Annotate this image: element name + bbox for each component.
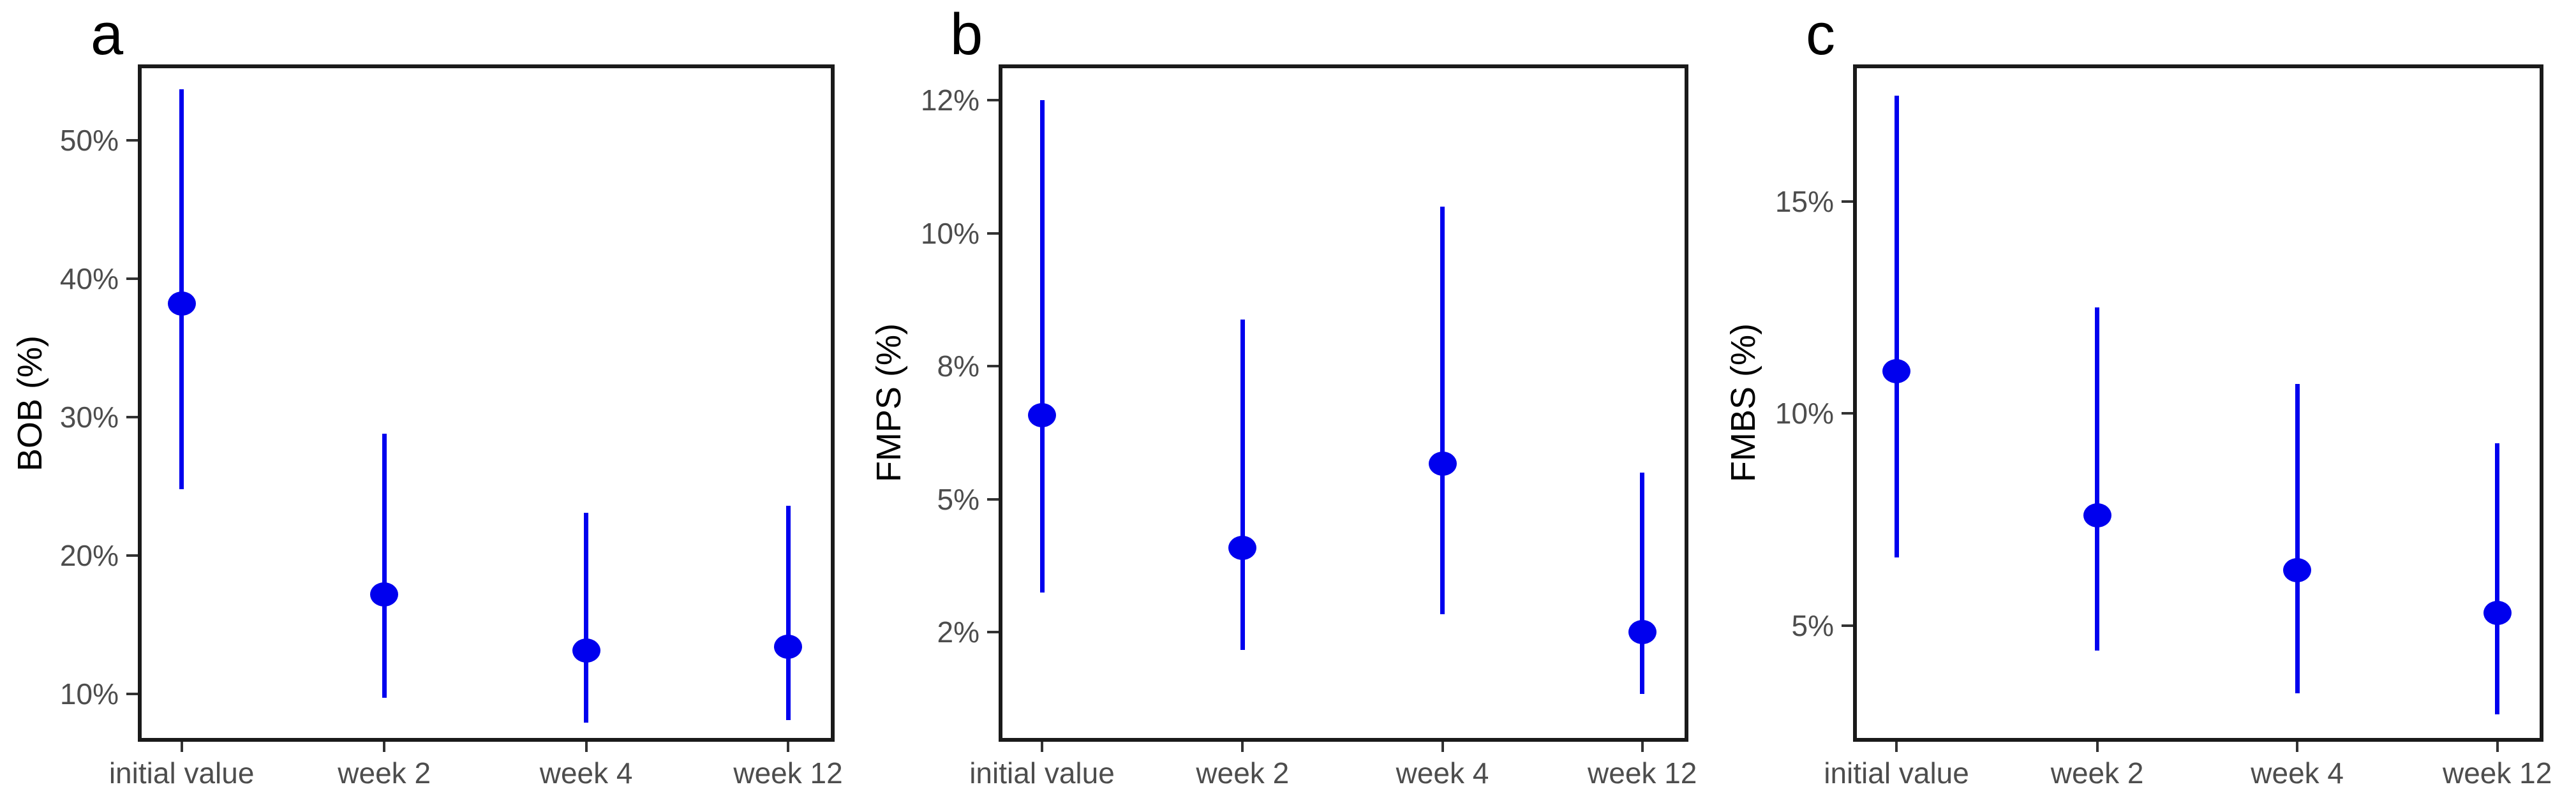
plot-panel-b: 12% 10% 8% 5% 2% initial value week 2 week 4 wee…	[921, 64, 1697, 789]
y-tick-mark	[987, 99, 999, 102]
x-tick-label: week 2	[2050, 756, 2144, 790]
y-tick-label: 8%	[937, 350, 979, 383]
x-tick-mark	[2296, 742, 2299, 752]
x-tick-label: initial value	[1824, 756, 1969, 790]
x-tick-label: week 2	[338, 756, 431, 790]
y-tick-mark	[126, 139, 138, 142]
x-tick-label: initial value	[969, 756, 1115, 790]
confidence-interval-line	[1240, 320, 1245, 650]
y-tick-mark	[1842, 412, 1853, 415]
x-tick-label: initial value	[108, 756, 255, 790]
x-tick-label: week 12	[733, 756, 843, 790]
panel-letter-a: a	[91, 2, 124, 67]
y-tick-mark	[987, 631, 999, 634]
y-tick-mark	[987, 365, 999, 368]
data-point	[2283, 558, 2312, 583]
data-point	[1628, 620, 1657, 645]
y-tick-mark	[126, 554, 138, 557]
data-point	[370, 582, 399, 607]
data-point	[167, 291, 196, 316]
data-point	[774, 634, 803, 659]
x-tick-mark	[180, 742, 183, 752]
x-tick-mark	[1895, 742, 1898, 752]
data-point	[2483, 600, 2512, 625]
confidence-interval-line	[584, 512, 589, 723]
x-tick-mark	[2096, 742, 2099, 752]
y-tick-label: 10%	[1775, 397, 1834, 431]
confidence-interval-line	[1440, 207, 1445, 615]
data-point	[1228, 536, 1257, 561]
x-tick-mark	[383, 742, 386, 752]
confidence-interval-line	[1894, 95, 1899, 558]
x-tick-label: week 4	[2251, 756, 2344, 790]
x-tick-mark	[1241, 742, 1244, 752]
y-tick-label: 15%	[1775, 184, 1834, 218]
y-tick-label: 10%	[59, 677, 119, 711]
y-tick-label: 40%	[59, 262, 119, 296]
x-tick-mark	[584, 742, 588, 752]
y-tick-label: 2%	[937, 615, 979, 649]
y-tick-mark	[1842, 200, 1853, 203]
y-tick-label: 30%	[59, 401, 119, 434]
y-tick-label: 20%	[59, 538, 119, 572]
plot-panel-c: 15% 10% 5% initial value week 2 week 4 week 12	[1775, 64, 2552, 789]
y-tick-label: 5%	[937, 482, 979, 516]
y-tick-label: 5%	[1791, 608, 1834, 642]
y-tick-label: 50%	[59, 124, 119, 158]
data-point	[1882, 358, 1911, 383]
y-tick-mark	[987, 232, 999, 235]
confidence-interval-line	[2095, 307, 2100, 651]
data-point	[572, 638, 600, 663]
y-tick-mark	[126, 416, 138, 419]
x-tick-mark	[1041, 742, 1043, 752]
y-tick-mark	[126, 692, 138, 695]
x-tick-label: week 4	[1396, 756, 1489, 790]
x-tick-label: week 12	[2442, 756, 2552, 790]
data-point	[1028, 402, 1056, 427]
confidence-interval-line	[2495, 443, 2500, 715]
x-tick-label: week 12	[1588, 756, 1697, 790]
y-tick-mark	[1842, 624, 1853, 627]
plot-panel-a: 50% 40% 30% 20% 10% initial value week 2 week 4…	[60, 64, 843, 789]
confidence-interval-line	[179, 89, 184, 489]
confidence-interval-line	[785, 505, 791, 720]
x-tick-mark	[1441, 742, 1444, 752]
panel-letter-c: c	[1806, 2, 1835, 67]
panel-letter-b: b	[950, 2, 983, 67]
x-tick-mark	[787, 742, 790, 752]
x-tick-label: week 2	[1196, 756, 1290, 790]
data-point	[1428, 452, 1457, 476]
y-tick-label: 12%	[920, 84, 979, 117]
x-tick-label: week 4	[539, 756, 633, 790]
confidence-interval-line	[2295, 383, 2300, 693]
x-tick-mark	[2496, 742, 2499, 752]
y-tick-mark	[987, 497, 999, 501]
data-point	[2083, 503, 2111, 527]
confidence-interval-line	[1039, 100, 1045, 593]
y-tick-label: 10%	[920, 216, 979, 250]
y-tick-mark	[126, 277, 138, 281]
x-tick-mark	[1641, 742, 1644, 752]
confidence-interval-line	[382, 434, 387, 698]
confidence-interval-line	[1640, 472, 1645, 695]
